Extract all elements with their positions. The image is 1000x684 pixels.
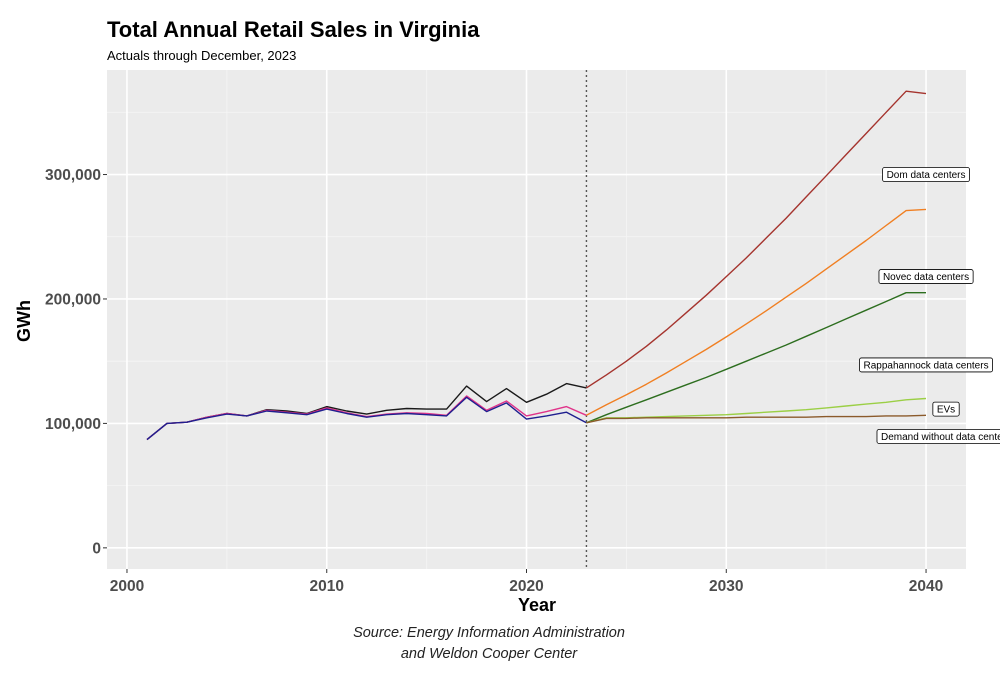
annotation-box-3 <box>932 401 960 417</box>
series-line-2 <box>146 396 587 441</box>
annotation-label-0: Dom data centers <box>887 170 966 181</box>
x-tick-label: 2030 <box>709 578 743 595</box>
x-tick-label: 2000 <box>110 578 144 595</box>
annotation-label-2: Rappahannock data centers <box>863 360 988 371</box>
y-tick-label: 200,000 <box>45 291 101 308</box>
x-axis-ticks: 2000 2010 2020 2030 2040 <box>110 569 943 595</box>
source-caption-line-2: and Weldon Cooper Center <box>400 646 578 662</box>
chart-title: Total Annual Retail Sales in Virginia <box>107 17 480 42</box>
annotation-label-1: Novec data centers <box>883 272 969 283</box>
y-axis-ticks: 0 100,000 200,000 300,000 <box>45 167 107 557</box>
x-tick-label: 2010 <box>310 578 344 595</box>
x-tick-label: 2020 <box>509 578 543 595</box>
series-lines <box>146 90 927 441</box>
series-line-3 <box>586 90 927 389</box>
series-line-5 <box>586 292 926 424</box>
annotation-label-3: EVs <box>937 405 955 416</box>
annotation-label-4: Demand without data centers <box>881 432 1000 443</box>
minor-gridlines <box>107 70 966 569</box>
y-tick-label: 0 <box>92 540 101 557</box>
series-line-4 <box>586 208 927 416</box>
annotation-box-1 <box>878 269 974 284</box>
plot-panel <box>107 70 966 569</box>
x-tick-label: 2040 <box>909 578 943 595</box>
x-axis-title: Year <box>518 595 556 615</box>
annotation-box-4 <box>876 429 1000 444</box>
series-line-7 <box>586 414 927 424</box>
y-tick-label: 300,000 <box>45 167 101 184</box>
series-annotations: Dom data centers Novec data centers Rappah… <box>859 167 1000 444</box>
annotation-box-2 <box>859 357 993 373</box>
chart-subtitle: Actuals through December, 2023 <box>107 48 297 63</box>
source-caption-line-1: Source: Energy Information Administratio… <box>353 625 625 641</box>
annotation-box-0 <box>882 167 970 182</box>
y-axis-title: GWh <box>14 300 34 342</box>
y-tick-label: 100,000 <box>45 416 101 433</box>
major-gridlines <box>107 70 966 569</box>
